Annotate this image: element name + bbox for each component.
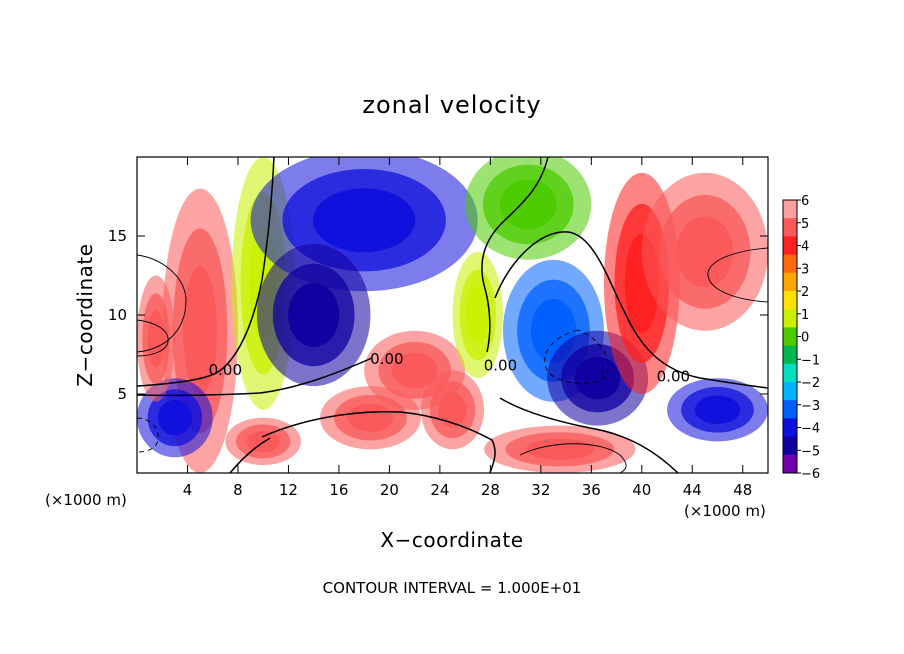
x-unit-label-left: (×1000 m) xyxy=(45,491,127,509)
colorbar-tick-label-11: −5 xyxy=(801,444,820,459)
velocity-blob-6-2 xyxy=(438,392,467,428)
zero-contour-upper-middle xyxy=(481,157,549,353)
velocity-blob-4-2 xyxy=(391,352,438,389)
colorbar-segment-5 xyxy=(783,291,797,310)
velocity-blob-15-2 xyxy=(525,438,594,460)
y-tick-label-10: 10 xyxy=(108,306,127,324)
velocity-blob-17-2 xyxy=(499,179,557,230)
colorbar-segment-8 xyxy=(783,345,797,365)
colorbar-segment-9 xyxy=(783,363,797,383)
velocity-blob-11-2 xyxy=(676,216,734,288)
x-tick-label-48: 48 xyxy=(733,481,752,499)
x-tick-label-28: 28 xyxy=(481,481,500,499)
x-tick-label-8: 8 xyxy=(233,481,243,499)
contour-label-2: 0.00 xyxy=(484,356,517,374)
dashed-contour-bottom-left xyxy=(137,417,159,453)
colorbar-segment-4 xyxy=(783,272,797,292)
colorbar-segment-0 xyxy=(783,200,797,219)
y-axis-label: Z−coordinate xyxy=(73,243,97,386)
velocity-blob-12-2 xyxy=(694,395,741,425)
velocity-blob-2-2 xyxy=(313,188,416,253)
x-axis-ticks: 4 8 12 16 20 24 28 32 36 40 44 48 xyxy=(183,157,752,499)
zero-contour-lower-left xyxy=(137,357,373,397)
velocity-blob-7-2 xyxy=(466,286,490,344)
x-tick-label-32: 32 xyxy=(531,481,550,499)
x-tick-label-20: 20 xyxy=(380,481,399,499)
x-tick-label-24: 24 xyxy=(430,481,449,499)
colorbar-tick-label-10: −4 xyxy=(801,422,820,437)
zero-contour-base xyxy=(229,437,271,473)
velocity-blob-14-2 xyxy=(147,310,165,368)
contour-interval-note: CONTOUR INTERVAL = 1.000E+01 xyxy=(323,579,582,597)
velocity-blob-13-2 xyxy=(157,399,192,436)
colorbar-tick-label-5: 1 xyxy=(801,308,809,323)
zero-contour-left xyxy=(137,157,275,387)
contour-label-1: 0.00 xyxy=(370,350,403,368)
x-tick-label-36: 36 xyxy=(582,481,601,499)
velocity-blob-9-2 xyxy=(574,356,621,400)
contour-labels: 0.00 0.00 0.00 0.00 xyxy=(209,350,690,385)
colorbar-segments xyxy=(783,200,797,474)
colorbar-segment-13 xyxy=(783,436,797,456)
x-tick-label-16: 16 xyxy=(329,481,348,499)
dashed-contour-center xyxy=(544,329,609,384)
x-tick-label-4: 4 xyxy=(183,481,193,499)
contour-lines xyxy=(137,157,768,473)
x-tick-label-40: 40 xyxy=(632,481,651,499)
contour-label-0: 0.00 xyxy=(209,361,242,379)
colorbar-segment-14 xyxy=(783,454,797,474)
colorbar-tick-label-6: 0 xyxy=(801,331,809,346)
colorbar-tick-label-3: 3 xyxy=(801,262,809,277)
zero-contour-right-upper xyxy=(494,231,768,389)
y-tick-label-5: 5 xyxy=(117,385,127,403)
colorbar-segment-10 xyxy=(783,382,797,401)
zero-contour-inner xyxy=(261,410,496,473)
thin-contour-right xyxy=(707,247,768,303)
colorbar-tick-label-0: 6 xyxy=(801,194,809,209)
colorbar-tick-label-9: −3 xyxy=(801,399,820,414)
colorbar-ticks: 6 5 4 3 2 1 0 −1 −2 −3 −4 −5 −6 xyxy=(797,194,820,482)
x-unit-label-right: (×1000 m) xyxy=(684,502,766,520)
plot-field: 0.00 0.00 0.00 0.00 xyxy=(137,157,768,473)
colorbar-tick-label-1: 5 xyxy=(801,217,809,232)
thin-contour-left-2 xyxy=(137,319,169,357)
chart-title: zonal velocity xyxy=(362,91,541,119)
colorbar-tick-label-7: −1 xyxy=(801,353,820,368)
velocity-blob-3-2 xyxy=(288,283,340,347)
zero-contour-right xyxy=(499,397,679,473)
colorbar-segment-6 xyxy=(783,309,797,328)
y-axis-ticks: 5 10 15 xyxy=(108,227,768,403)
colorbar-segment-12 xyxy=(783,418,797,437)
velocity-field xyxy=(137,157,768,473)
thin-contour-bottom xyxy=(519,443,627,473)
x-tick-label-44: 44 xyxy=(683,481,702,499)
colorbar-tick-label-8: −2 xyxy=(801,376,820,391)
x-axis-label: X−coordinate xyxy=(380,528,523,552)
colorbar-segment-2 xyxy=(783,236,797,255)
colorbar-segment-7 xyxy=(783,327,797,346)
velocity-blob-5-2 xyxy=(347,403,394,432)
x-tick-label-12: 12 xyxy=(279,481,298,499)
y-tick-label-15: 15 xyxy=(108,227,127,245)
colorbar-segment-1 xyxy=(783,218,797,237)
colorbar-segment-3 xyxy=(783,254,797,274)
colorbar-segment-11 xyxy=(783,400,797,419)
colorbar-tick-label-4: 2 xyxy=(801,285,809,300)
contour-label-3: 0.00 xyxy=(657,367,690,385)
velocity-blob-0-2 xyxy=(183,266,218,395)
colorbar-tick-label-12: −6 xyxy=(801,467,820,482)
colorbar-tick-label-2: 4 xyxy=(801,240,809,255)
colorbar: 6 5 4 3 2 1 0 −1 −2 −3 −4 −5 −6 xyxy=(782,194,820,482)
thin-contour-left xyxy=(137,254,187,353)
